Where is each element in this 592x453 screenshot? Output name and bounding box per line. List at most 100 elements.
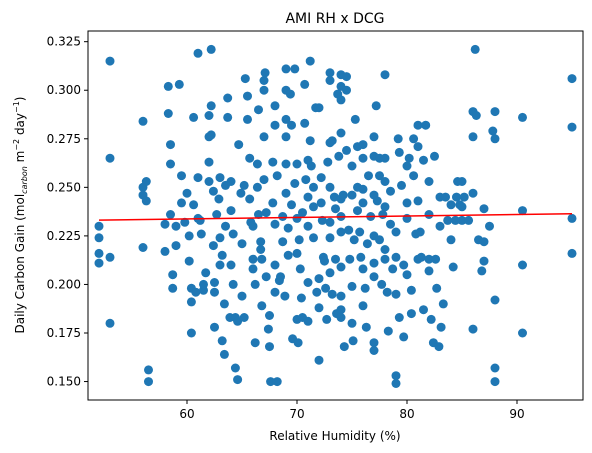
- data-point-247: [369, 338, 379, 348]
- data-point-265: [386, 219, 395, 229]
- data-point-103: [254, 210, 263, 219]
- data-point-85: [237, 239, 247, 249]
- y-axis-label-main: Daily Carbon Gain (mol: [13, 194, 27, 334]
- x-tick-label-1: 70: [289, 407, 304, 421]
- data-point-20: [166, 140, 175, 150]
- data-point-61: [214, 194, 224, 204]
- data-point-138: [281, 188, 291, 198]
- data-point-24: [168, 283, 178, 293]
- data-point-22: [166, 210, 175, 219]
- y-axis-label-mid2: day: [13, 113, 27, 139]
- data-point-169: [309, 202, 318, 212]
- data-point-179: [317, 215, 327, 225]
- data-point-146: [290, 179, 300, 188]
- data-point-316: [450, 215, 460, 225]
- data-point-278: [402, 161, 412, 171]
- data-point-332: [477, 266, 487, 276]
- data-point-141: [285, 89, 295, 99]
- data-point-233: [358, 198, 368, 208]
- data-point-66: [217, 336, 227, 346]
- data-point-172: [312, 287, 322, 297]
- data-point-114: [261, 272, 271, 282]
- data-point-80: [230, 363, 240, 373]
- data-point-107: [257, 301, 267, 311]
- data-point-16: [160, 219, 170, 229]
- data-point-32: [184, 231, 194, 241]
- x-axis: 60 70 80 90: [179, 400, 525, 421]
- data-point-149: [292, 248, 302, 258]
- data-point-232: [358, 184, 368, 194]
- data-point-283: [406, 285, 416, 295]
- data-point-62: [215, 173, 225, 183]
- data-point-183: [322, 314, 332, 324]
- data-point-109: [259, 85, 269, 95]
- data-point-189: [325, 217, 335, 227]
- data-point-336: [485, 221, 494, 231]
- data-point-309: [436, 322, 446, 332]
- data-point-78: [228, 279, 238, 289]
- data-point-97: [248, 264, 258, 274]
- data-point-262: [382, 287, 392, 297]
- data-point-164: [303, 316, 313, 326]
- data-point-174: [314, 303, 324, 313]
- y-tick-label-3: 0.225: [47, 229, 81, 243]
- data-point-175: [314, 355, 324, 365]
- data-point-344: [518, 206, 527, 216]
- y-axis-label: Daily Carbon Gain (molcarbon m−2 day−1): [12, 96, 29, 333]
- data-point-349: [567, 213, 577, 223]
- trend-line: [98, 213, 573, 221]
- data-point-120: [268, 198, 278, 208]
- data-point-147: [292, 159, 302, 169]
- chart-title: AMI RH x DCG: [285, 11, 384, 27]
- data-point-102: [254, 105, 263, 115]
- data-point-238: [362, 239, 372, 249]
- data-point-334: [479, 237, 489, 247]
- data-point-167: [306, 161, 316, 171]
- data-point-177: [316, 173, 326, 183]
- data-point-259: [380, 202, 390, 212]
- data-point-298: [424, 210, 434, 219]
- data-point-311: [441, 192, 450, 202]
- data-point-33: [184, 256, 194, 266]
- data-point-123: [270, 219, 280, 229]
- data-point-58: [210, 287, 219, 297]
- data-point-295: [419, 305, 428, 315]
- data-point-315: [448, 262, 458, 272]
- data-point-241: [369, 132, 379, 142]
- data-point-279: [402, 198, 412, 208]
- data-point-294: [419, 155, 428, 165]
- data-point-206: [336, 227, 346, 237]
- data-point-71: [223, 93, 233, 103]
- data-point-86: [237, 291, 247, 301]
- plot-area-frame: [87, 30, 584, 401]
- data-point-68: [219, 349, 229, 359]
- data-point-8: [138, 116, 148, 126]
- data-point-136: [281, 132, 291, 142]
- data-point-284: [406, 309, 416, 319]
- data-point-299: [424, 254, 434, 264]
- data-point-227: [353, 206, 362, 216]
- data-point-137: [281, 159, 291, 169]
- data-point-95: [248, 221, 258, 231]
- data-point-48: [204, 111, 214, 120]
- scatter-points: [94, 44, 577, 388]
- data-point-182: [321, 283, 331, 293]
- data-point-27: [174, 79, 184, 89]
- data-point-36: [186, 328, 196, 338]
- data-point-139: [283, 223, 293, 233]
- data-point-113: [261, 208, 271, 218]
- data-point-104: [256, 237, 266, 247]
- data-point-43: [195, 215, 205, 225]
- data-point-328: [468, 324, 478, 334]
- data-point-269: [391, 289, 401, 299]
- data-point-322: [457, 215, 467, 225]
- data-point-305: [432, 283, 442, 293]
- data-point-296: [421, 120, 431, 130]
- data-point-273: [394, 147, 404, 157]
- data-point-70: [221, 221, 230, 231]
- data-point-237: [361, 322, 371, 332]
- data-point-154: [296, 293, 306, 303]
- data-point-231: [358, 153, 368, 163]
- data-point-246: [369, 272, 379, 282]
- data-point-348: [567, 122, 577, 132]
